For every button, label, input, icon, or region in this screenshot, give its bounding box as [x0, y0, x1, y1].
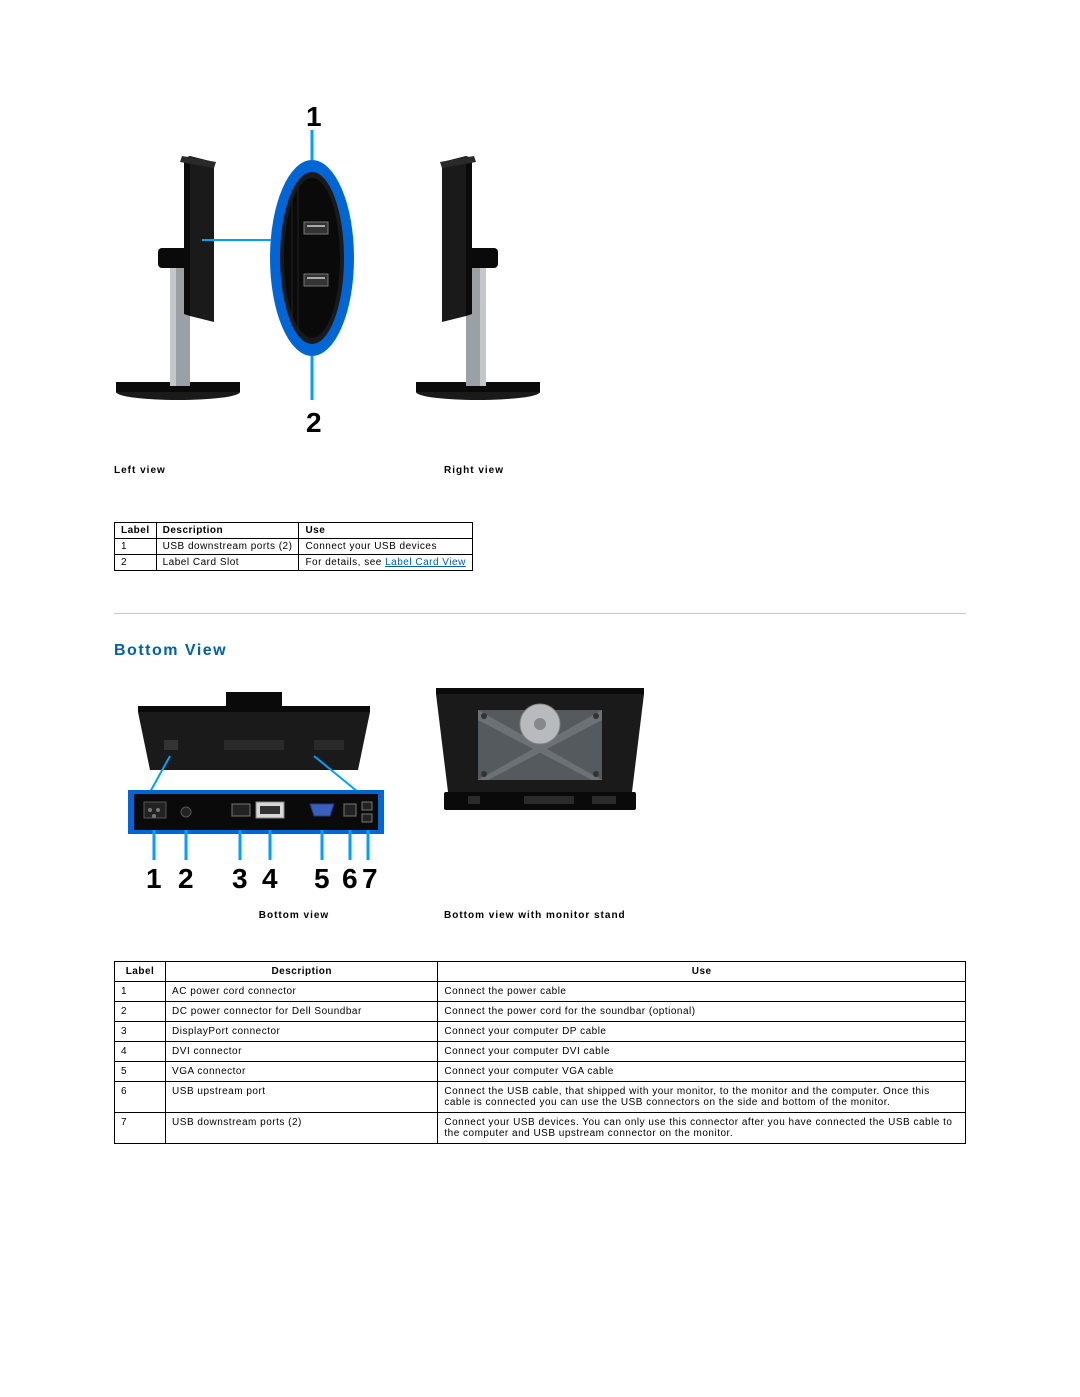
side-view-svg: 1 2	[114, 100, 574, 450]
table-row: 1AC power cord connectorConnect the powe…	[115, 982, 966, 1002]
th-label: Label	[115, 962, 166, 982]
right-monitor-illustration	[416, 156, 540, 400]
svg-text:4: 4	[262, 863, 278, 894]
table-row: 2 Label Card Slot For details, see Label…	[115, 555, 473, 571]
callout-1: 1	[306, 101, 322, 132]
th-desc: Description	[156, 523, 299, 539]
table-row: 1 USB downstream ports (2) Connect your …	[115, 539, 473, 555]
bottom-view-svg: 1 2 3 4 5 6 7	[114, 682, 394, 902]
bottom-view-stand-svg	[424, 682, 656, 842]
side-view-table: Label Description Use 1 USB downstream p…	[114, 522, 473, 571]
divider	[114, 613, 966, 614]
svg-text:2: 2	[178, 863, 194, 894]
svg-text:3: 3	[232, 863, 248, 894]
table-row: 5VGA connectorConnect your computer VGA …	[115, 1062, 966, 1082]
table-row: 4DVI connectorConnect your computer DVI …	[115, 1042, 966, 1062]
table-row: 3DisplayPort connectorConnect your compu…	[115, 1022, 966, 1042]
table-row: 7USB downstream ports (2)Connect your US…	[115, 1113, 966, 1144]
svg-text:7: 7	[362, 863, 378, 894]
table-row: 2DC power connector for Dell SoundbarCon…	[115, 1002, 966, 1022]
svg-text:5: 5	[314, 863, 330, 894]
bottom-view-figure: 1 2 3 4 5 6 7	[114, 682, 966, 902]
label-card-view-link[interactable]: Label Card View	[385, 557, 466, 568]
th-use: Use	[299, 523, 472, 539]
bottom-view-table: Label Description Use 1AC power cord con…	[114, 961, 966, 1144]
bottom-view-heading: Bottom View	[114, 642, 966, 660]
right-view-caption: Right view	[444, 465, 504, 476]
th-use: Use	[438, 962, 966, 982]
side-view-figure: 1 2 Left view Right view Label Descripti…	[114, 100, 966, 571]
th-label: Label	[115, 523, 157, 539]
th-desc: Description	[166, 962, 438, 982]
table-row: 6USB upstream portConnect the USB cable,…	[115, 1082, 966, 1113]
callout-2: 2	[306, 407, 322, 438]
bottom-view-caption: Bottom view	[114, 910, 444, 921]
left-monitor-illustration	[116, 156, 294, 400]
left-view-caption: Left view	[114, 465, 444, 476]
svg-text:1: 1	[146, 863, 162, 894]
bottom-view-stand-caption: Bottom view with monitor stand	[444, 910, 626, 921]
svg-text:6: 6	[342, 863, 358, 894]
usb-port-zoom	[270, 130, 354, 400]
